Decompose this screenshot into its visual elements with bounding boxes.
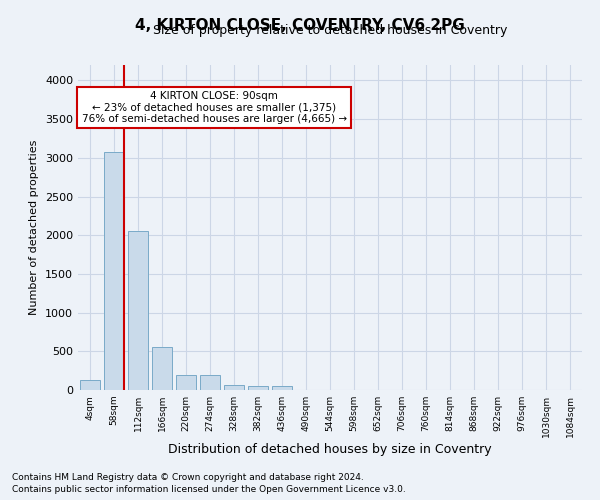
X-axis label: Distribution of detached houses by size in Coventry: Distribution of detached houses by size … xyxy=(168,442,492,456)
Text: 4 KIRTON CLOSE: 90sqm
← 23% of detached houses are smaller (1,375)
76% of semi-d: 4 KIRTON CLOSE: 90sqm ← 23% of detached … xyxy=(82,91,347,124)
Bar xyxy=(176,374,196,390)
Text: Contains HM Land Registry data © Crown copyright and database right 2024.: Contains HM Land Registry data © Crown c… xyxy=(12,474,364,482)
Bar xyxy=(152,346,172,390)
Bar xyxy=(272,386,292,390)
Bar xyxy=(104,152,124,390)
Bar xyxy=(200,374,220,390)
Bar xyxy=(224,385,244,390)
Text: 4, KIRTON CLOSE, COVENTRY, CV6 2PG: 4, KIRTON CLOSE, COVENTRY, CV6 2PG xyxy=(135,18,465,32)
Y-axis label: Number of detached properties: Number of detached properties xyxy=(29,140,40,315)
Bar xyxy=(248,386,268,390)
Bar xyxy=(128,230,148,390)
Title: Size of property relative to detached houses in Coventry: Size of property relative to detached ho… xyxy=(153,24,507,38)
Bar xyxy=(80,380,100,390)
Text: Contains public sector information licensed under the Open Government Licence v3: Contains public sector information licen… xyxy=(12,485,406,494)
